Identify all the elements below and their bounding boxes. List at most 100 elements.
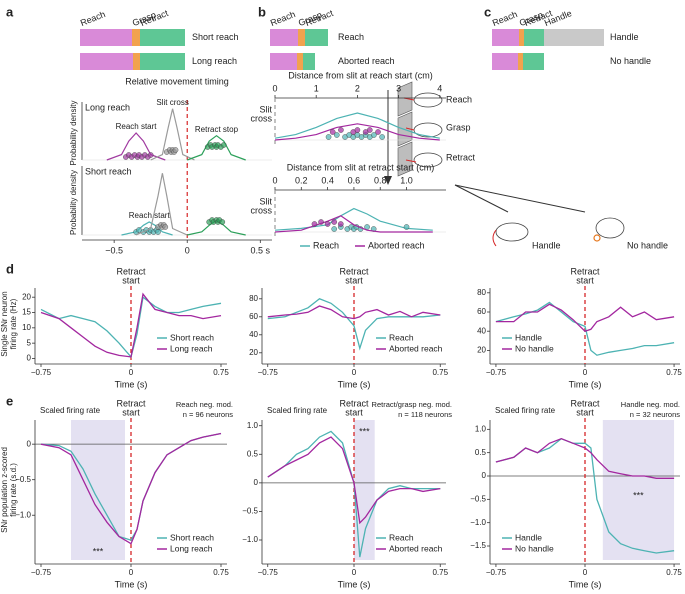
trial-point xyxy=(329,129,336,135)
reference-label: Retract xyxy=(339,398,369,408)
y-tick-label: 20 xyxy=(22,292,31,301)
paw-path xyxy=(405,127,415,131)
density-curve xyxy=(274,215,433,233)
trial-point xyxy=(338,127,344,133)
shaded-window xyxy=(71,420,125,560)
x-tick-label: 4 xyxy=(437,83,442,93)
annotation: n = 118 neurons xyxy=(398,410,452,419)
x-tick-label: 2 xyxy=(355,83,360,93)
phase-segment xyxy=(297,53,303,70)
curve-label: Reach start xyxy=(129,211,171,220)
diagram-label: Retract xyxy=(446,152,476,162)
shaded-window xyxy=(602,420,675,560)
x-tick-label: 3 xyxy=(396,83,401,93)
y-tick-label: −0.5 xyxy=(15,475,31,484)
legend-label: Long reach xyxy=(170,343,213,353)
x-tick-label: 0.75 xyxy=(213,368,229,377)
row-label: No handle xyxy=(610,56,651,66)
pellet xyxy=(593,234,601,242)
reference-label: Retract xyxy=(116,266,146,276)
trial-point xyxy=(219,219,226,225)
trial-point xyxy=(172,147,179,153)
y-tick-label: 0.5 xyxy=(247,449,259,458)
mouse xyxy=(413,92,443,108)
phase-label: Reach xyxy=(491,9,519,28)
legend-label: No handle xyxy=(515,343,554,353)
setup-diagram: Reach Grasp Retract Handle No handle xyxy=(384,81,668,250)
legend-label: Aborted reach xyxy=(389,343,443,353)
x-tick-label: 0.8 xyxy=(374,175,387,185)
x-tick-label: 0 xyxy=(352,368,357,377)
y-tick-label: 0 xyxy=(27,354,32,363)
row-label: Handle xyxy=(610,32,639,42)
legend-label: Reach xyxy=(389,532,414,542)
series-line xyxy=(267,305,441,320)
y-tick-label: 1.0 xyxy=(247,421,259,430)
y-tick-label: 20 xyxy=(249,348,258,357)
x-tick-label: 0.75 xyxy=(432,568,448,577)
density-curve xyxy=(186,134,246,161)
phase-segment xyxy=(132,29,140,46)
x-tick-label: 0 xyxy=(352,568,357,577)
significance: *** xyxy=(93,546,104,556)
reference-label: cross xyxy=(250,205,272,215)
y-tick-label: −1.5 xyxy=(470,541,486,550)
row-label: Long reach xyxy=(85,102,130,112)
x-tick-label: −0.75 xyxy=(31,368,52,377)
mouse xyxy=(495,222,529,242)
row-label: Reach xyxy=(338,32,364,42)
annotation: Reach neg. mod. xyxy=(176,400,233,409)
branch-arrow xyxy=(454,184,509,213)
phase-segment xyxy=(518,53,523,70)
reference-label: start xyxy=(122,407,140,417)
legend-label: No handle xyxy=(515,543,554,553)
y-tick-label: 0 xyxy=(254,478,259,487)
trial-point xyxy=(375,129,381,135)
row-label: Aborted reach xyxy=(338,56,395,66)
row-label: Short reach xyxy=(85,166,132,176)
panel-label: b xyxy=(258,4,266,19)
annotation: n = 96 neurons xyxy=(183,410,233,419)
y-tick-label: 0.5 xyxy=(475,448,487,457)
trial-point xyxy=(334,132,340,138)
arrow-head xyxy=(384,176,392,185)
mouse xyxy=(413,152,443,168)
y-tick-label: 5 xyxy=(27,338,32,347)
phase-segment xyxy=(133,53,140,70)
series-line xyxy=(495,303,675,332)
series-line xyxy=(40,432,222,545)
curve-label: Slit cross xyxy=(156,98,188,107)
trial-point xyxy=(366,127,373,133)
y-axis-label: firing rate (Hz) xyxy=(9,298,18,349)
legend-label: Aborted reach xyxy=(368,240,425,250)
legend-label: Handle xyxy=(515,332,542,342)
x-axis-label: Time (s) xyxy=(338,579,371,589)
x-tick-label: 0.5 s xyxy=(251,245,271,255)
reference-label: start xyxy=(345,275,363,285)
paw-path xyxy=(492,229,497,247)
significance: *** xyxy=(359,426,370,436)
slit-wall xyxy=(397,141,413,177)
legend-label: Reach xyxy=(389,332,414,342)
y-axis-label: Probability density xyxy=(69,101,78,166)
reference-label: start xyxy=(576,407,594,417)
phase-segment xyxy=(492,53,518,70)
trial-point xyxy=(331,226,337,232)
x-tick-label: 0 xyxy=(583,568,588,577)
reference-label: start xyxy=(345,407,363,417)
curve-label: Reach start xyxy=(116,122,158,131)
y-tick-label: 60 xyxy=(249,312,258,321)
legend-label: Short reach xyxy=(170,332,214,342)
trial-point xyxy=(162,224,169,230)
diagram-label: No handle xyxy=(627,240,668,250)
significance: *** xyxy=(633,490,644,500)
x-tick-label: −0.75 xyxy=(486,368,507,377)
axis-title: Distance from slit at reach start (cm) xyxy=(288,70,433,80)
y-tick-label: 60 xyxy=(477,307,486,316)
reference-label: start xyxy=(576,275,594,285)
phase-segment xyxy=(544,29,604,46)
x-tick-label: 0.75 xyxy=(666,368,682,377)
shaded-window xyxy=(354,420,375,560)
reference-label: Retract xyxy=(116,398,146,408)
phase-segment xyxy=(140,29,185,46)
